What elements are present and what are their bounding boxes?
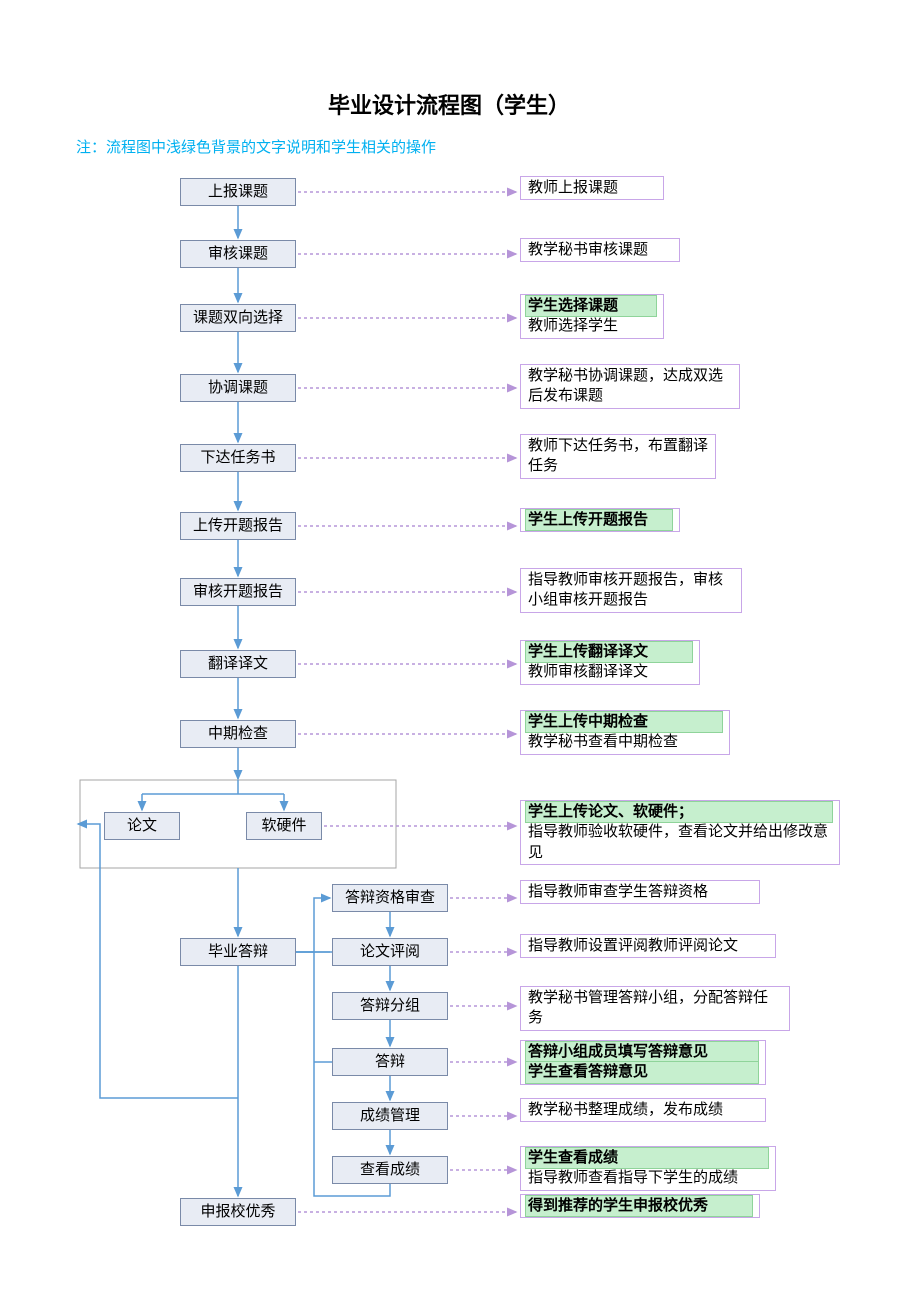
desc-row: 教师下达任务书，布置翻译任务 [526,436,710,477]
flow-node-s4: 答辩 [332,1048,448,1076]
desc-n9: 学生上传中期检查教学秘书查看中期检查 [520,710,730,755]
desc-s5: 教学秘书整理成绩，发布成绩 [520,1098,766,1122]
desc-n8: 学生上传翻译译文教师审核翻译译文 [520,640,700,685]
desc-row: 教师审核翻译译文 [526,662,694,682]
desc-s1: 指导教师审查学生答辩资格 [520,880,760,904]
desc-row: 学生上传翻译译文 [525,641,693,663]
desc-row: 学生上传论文、软硬件； [525,801,833,823]
flow-node-n2: 审核课题 [180,240,296,268]
desc-n7: 指导教师审核开题报告，审核小组审核开题报告 [520,568,742,613]
desc-row: 学生查看答辩意见 [525,1061,759,1083]
desc-n1: 教师上报课题 [520,176,664,200]
desc-row: 学生上传开题报告 [525,509,673,531]
desc-row: 教学秘书整理成绩，发布成绩 [526,1100,760,1120]
desc-b2: 学生上传论文、软硬件；指导教师验收软硬件，查看论文并给出修改意见 [520,800,840,865]
desc-s2: 指导教师设置评阅教师评阅论文 [520,934,776,958]
desc-row: 学生上传中期检查 [525,711,723,733]
desc-row: 教学秘书管理答辩小组，分配答辩任务 [526,988,784,1029]
desc-s4: 答辩小组成员填写答辩意见学生查看答辩意见 [520,1040,766,1085]
flow-node-n4: 协调课题 [180,374,296,402]
desc-row: 学生选择课题 [525,295,657,317]
flow-node-s1: 答辩资格审查 [332,884,448,912]
flow-node-n6: 上传开题报告 [180,512,296,540]
desc-n4: 教学秘书协调课题，达成双选后发布课题 [520,364,740,409]
flow-node-n10: 毕业答辩 [180,938,296,966]
desc-row: 答辩小组成员填写答辩意见 [525,1041,759,1063]
flow-node-n11: 申报校优秀 [180,1198,296,1226]
desc-row: 教师选择学生 [526,316,658,336]
desc-row: 指导教师审核开题报告，审核小组审核开题报告 [526,570,736,611]
desc-row: 教师上报课题 [526,178,658,198]
flow-node-n1: 上报课题 [180,178,296,206]
flow-node-n8: 翻译译文 [180,650,296,678]
flow-node-s3: 答辩分组 [332,992,448,1020]
desc-row: 指导教师查看指导下学生的成绩 [526,1168,770,1188]
flow-node-n5: 下达任务书 [180,444,296,472]
flowchart-canvas: 毕业设计流程图（学生） 注：流程图中浅绿色背景的文字说明和学生相关的操作上报课题审… [0,0,920,1302]
desc-n2: 教学秘书审核课题 [520,238,680,262]
flow-node-n7: 审核开题报告 [180,578,296,606]
desc-row: 指导教师审查学生答辩资格 [526,882,754,902]
flow-node-n3: 课题双向选择 [180,304,296,332]
flow-node-s5: 成绩管理 [332,1102,448,1130]
desc-row: 教学秘书查看中期检查 [526,732,724,752]
desc-n6: 学生上传开题报告 [520,508,680,532]
flow-node-s6: 查看成绩 [332,1156,448,1184]
page-title: 毕业设计流程图（学生） [328,88,570,120]
desc-s6: 学生查看成绩指导教师查看指导下学生的成绩 [520,1146,776,1191]
desc-n5: 教师下达任务书，布置翻译任务 [520,434,716,479]
desc-row: 教学秘书审核课题 [526,240,674,260]
flow-node-b2: 软硬件 [246,812,322,840]
desc-row: 得到推荐的学生申报校优秀 [525,1195,753,1217]
legend-note: 注：流程图中浅绿色背景的文字说明和学生相关的操作 [76,136,436,157]
desc-row: 学生查看成绩 [525,1147,769,1169]
desc-s3: 教学秘书管理答辩小组，分配答辩任务 [520,986,790,1031]
desc-row: 指导教师设置评阅教师评阅论文 [526,936,770,956]
desc-n11: 得到推荐的学生申报校优秀 [520,1194,760,1218]
flow-node-b1: 论文 [104,812,180,840]
edge-layer [0,0,920,1302]
desc-n3: 学生选择课题教师选择学生 [520,294,664,339]
flow-node-s2: 论文评阅 [332,938,448,966]
desc-row: 指导教师验收软硬件，查看论文并给出修改意见 [526,822,834,863]
desc-row: 教学秘书协调课题，达成双选后发布课题 [526,366,734,407]
flow-node-n9: 中期检查 [180,720,296,748]
